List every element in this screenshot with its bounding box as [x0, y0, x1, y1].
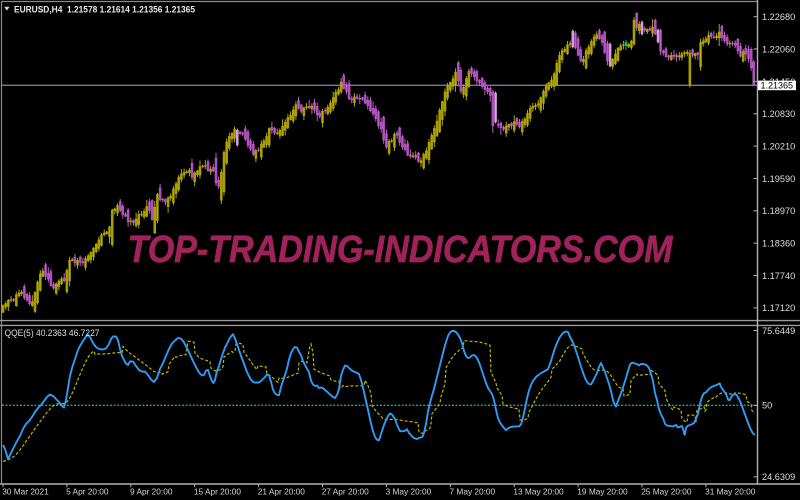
svg-text:1.21365: 1.21365	[761, 80, 794, 90]
svg-text:1.20830: 1.20830	[762, 109, 795, 119]
svg-text:31 May 20:00: 31 May 20:00	[705, 486, 756, 496]
svg-text:1.19590: 1.19590	[762, 174, 795, 184]
svg-text:50: 50	[762, 401, 772, 411]
svg-text:TOP-TRADING-INDICATORS.COM: TOP-TRADING-INDICATORS.COM	[128, 229, 674, 271]
svg-text:3 May 20:00: 3 May 20:00	[386, 486, 432, 496]
svg-text:21 Apr 20:00: 21 Apr 20:00	[258, 486, 305, 496]
svg-text:19 May 20:00: 19 May 20:00	[577, 486, 628, 496]
svg-text:24.6309: 24.6309	[762, 472, 795, 482]
svg-text:7 May 20:00: 7 May 20:00	[450, 486, 496, 496]
svg-text:1.22680: 1.22680	[762, 12, 795, 22]
svg-text:27 Apr 20:00: 27 Apr 20:00	[322, 486, 369, 496]
svg-text:75.6449: 75.6449	[762, 326, 795, 336]
svg-text:1.18970: 1.18970	[762, 206, 795, 216]
svg-text:1.17120: 1.17120	[762, 303, 795, 313]
svg-text:15 Apr 20:00: 15 Apr 20:00	[194, 486, 241, 496]
svg-text:13 May 20:00: 13 May 20:00	[513, 486, 564, 496]
svg-text:1.22060: 1.22060	[762, 44, 795, 54]
svg-text:1.17740: 1.17740	[762, 271, 795, 281]
svg-text:9 Apr 20:00: 9 Apr 20:00	[130, 486, 173, 496]
svg-text:25 May 20:00: 25 May 20:00	[641, 486, 692, 496]
svg-text:5 Apr 20:00: 5 Apr 20:00	[66, 486, 109, 496]
svg-text:1.18360: 1.18360	[762, 239, 795, 249]
svg-text:QQE(5) 40.2363 46.7227: QQE(5) 40.2363 46.7227	[5, 328, 100, 338]
svg-text:EURUSD,H4 1.21578 1.21614 1.2: EURUSD,H4 1.21578 1.21614 1.21356 1.2136…	[14, 5, 196, 16]
svg-text:30 Mar 2021: 30 Mar 2021	[2, 486, 49, 496]
svg-text:1.20210: 1.20210	[762, 142, 795, 152]
